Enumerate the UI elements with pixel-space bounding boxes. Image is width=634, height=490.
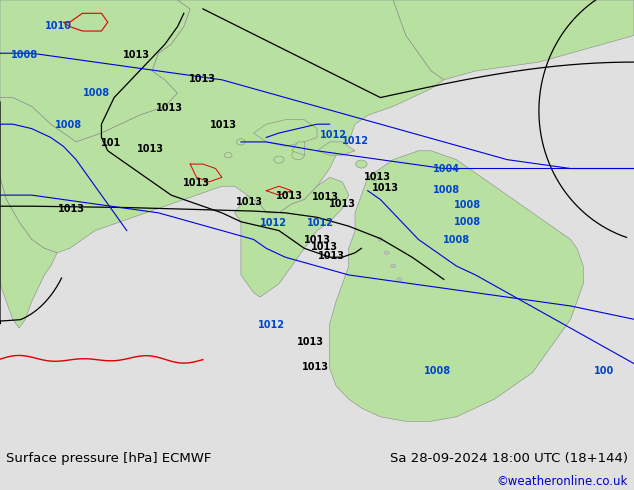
Text: 1012: 1012 [342, 136, 368, 146]
Text: 1004: 1004 [433, 165, 460, 174]
Text: 1008: 1008 [443, 235, 470, 245]
Circle shape [224, 152, 232, 158]
Text: 1013: 1013 [329, 199, 356, 209]
Text: 1008: 1008 [11, 49, 37, 60]
Text: 1013: 1013 [210, 120, 236, 130]
Text: 1008: 1008 [454, 217, 481, 227]
Polygon shape [0, 177, 57, 328]
Circle shape [391, 264, 396, 268]
Text: 100: 100 [593, 366, 614, 376]
Text: 1013: 1013 [372, 183, 399, 194]
Circle shape [292, 151, 304, 160]
Text: 1013: 1013 [365, 172, 391, 182]
Polygon shape [330, 151, 583, 421]
Text: 1013: 1013 [236, 197, 262, 207]
Text: 1013: 1013 [312, 193, 339, 202]
Text: 1013: 1013 [157, 103, 183, 113]
Text: 1013: 1013 [58, 204, 84, 214]
Text: 1013: 1013 [138, 144, 164, 153]
Text: 1008: 1008 [434, 185, 460, 195]
Text: 1013: 1013 [302, 362, 329, 372]
Polygon shape [317, 142, 355, 155]
Polygon shape [254, 120, 317, 147]
Text: 1008: 1008 [55, 120, 82, 130]
Text: 1013: 1013 [318, 251, 344, 261]
Polygon shape [235, 177, 349, 297]
Polygon shape [393, 0, 634, 80]
Circle shape [378, 238, 383, 241]
Text: Sa 28-09-2024 18:00 UTC (18+144): Sa 28-09-2024 18:00 UTC (18+144) [390, 452, 628, 465]
Text: 1012: 1012 [258, 319, 285, 330]
Text: 1012: 1012 [320, 130, 347, 140]
Text: 1008: 1008 [424, 366, 451, 376]
Text: 1010: 1010 [45, 21, 72, 31]
Text: ©weatheronline.co.uk: ©weatheronline.co.uk [496, 475, 628, 488]
Circle shape [274, 156, 284, 163]
Text: 101: 101 [101, 138, 121, 148]
Circle shape [397, 278, 402, 281]
Text: 1013: 1013 [304, 235, 331, 245]
Text: 1013: 1013 [297, 337, 323, 347]
Text: 1013: 1013 [190, 74, 216, 84]
Circle shape [384, 251, 389, 254]
Polygon shape [0, 0, 190, 142]
Text: Surface pressure [hPa] ECMWF: Surface pressure [hPa] ECMWF [6, 452, 212, 465]
Polygon shape [292, 142, 304, 155]
Circle shape [370, 174, 378, 180]
Text: 1008: 1008 [83, 88, 110, 98]
Text: 1013: 1013 [123, 49, 150, 60]
Circle shape [236, 139, 245, 145]
Polygon shape [0, 0, 444, 253]
Text: 1013: 1013 [276, 191, 302, 201]
Text: 1013: 1013 [311, 242, 338, 252]
Text: 1012: 1012 [307, 218, 333, 228]
Text: 1012: 1012 [261, 218, 287, 228]
Circle shape [356, 160, 367, 168]
Text: 1013: 1013 [183, 178, 210, 188]
Text: 1008: 1008 [454, 200, 481, 210]
